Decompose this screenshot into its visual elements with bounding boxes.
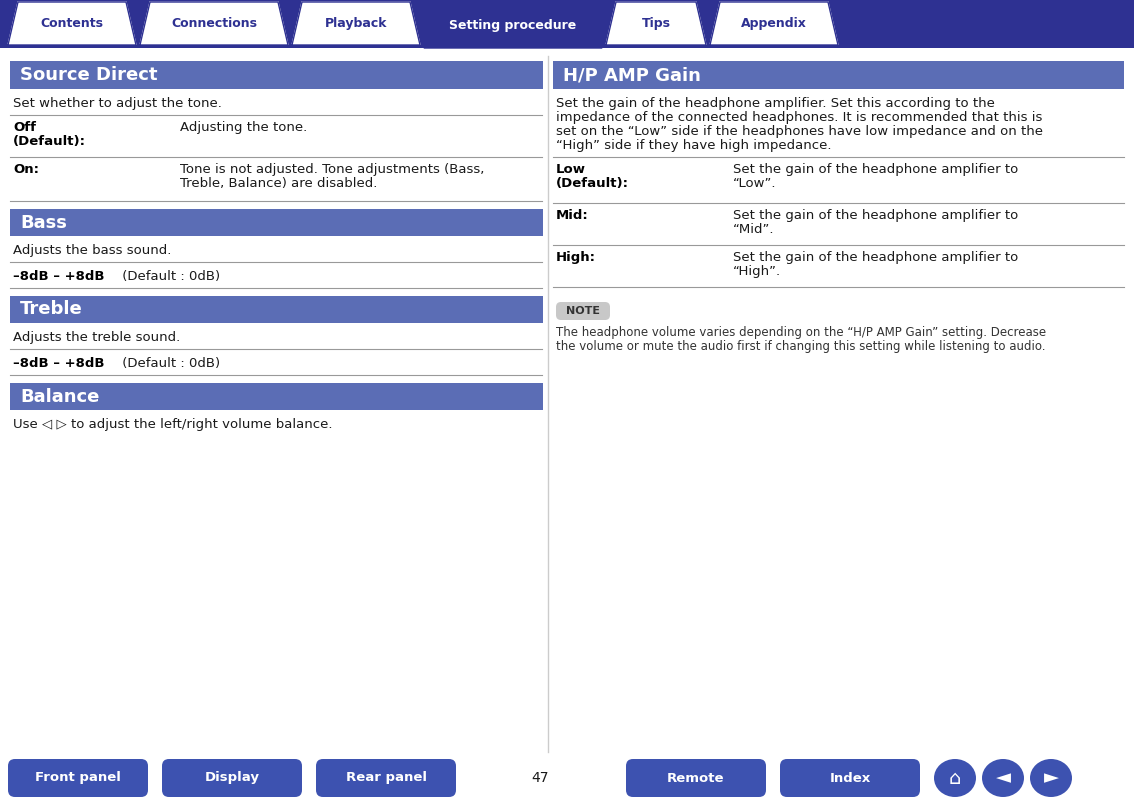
Text: Treble, Balance) are disabled.: Treble, Balance) are disabled. <box>180 177 378 190</box>
Text: H/P AMP Gain: H/P AMP Gain <box>562 66 701 84</box>
Text: Mid:: Mid: <box>556 209 589 222</box>
Text: “High” side if they have high impedance.: “High” side if they have high impedance. <box>556 139 831 152</box>
Text: Set the gain of the headphone amplifier to: Set the gain of the headphone amplifier … <box>733 251 1018 264</box>
Bar <box>10 61 543 89</box>
Text: Remote: Remote <box>667 771 725 784</box>
Polygon shape <box>139 2 288 45</box>
Text: Contents: Contents <box>41 17 103 30</box>
Text: ►: ► <box>1043 768 1058 788</box>
Text: Set the gain of the headphone amplifier. Set this according to the: Set the gain of the headphone amplifier.… <box>556 97 995 110</box>
Text: 47: 47 <box>531 771 549 785</box>
Text: “High”.: “High”. <box>733 265 781 278</box>
Text: Adjusts the treble sound.: Adjusts the treble sound. <box>12 331 180 344</box>
Text: Appendix: Appendix <box>741 17 807 30</box>
Text: Display: Display <box>204 771 260 784</box>
Text: Bass: Bass <box>20 214 67 232</box>
Text: the volume or mute the audio first if changing this setting while listening to a: the volume or mute the audio first if ch… <box>556 340 1046 353</box>
Text: Set whether to adjust the tone.: Set whether to adjust the tone. <box>12 97 222 110</box>
Text: Front panel: Front panel <box>35 771 121 784</box>
Text: Playback: Playback <box>324 17 387 30</box>
Text: On:: On: <box>12 163 39 176</box>
Text: Index: Index <box>829 771 871 784</box>
Text: Treble: Treble <box>20 300 83 319</box>
Ellipse shape <box>934 759 976 797</box>
Text: NOTE: NOTE <box>566 306 600 316</box>
Bar <box>553 61 1124 89</box>
Polygon shape <box>291 2 420 45</box>
Text: High:: High: <box>556 251 596 264</box>
Bar <box>10 296 543 323</box>
Polygon shape <box>8 2 136 45</box>
Polygon shape <box>424 2 602 48</box>
Bar <box>0 755 1134 801</box>
Text: Setting procedure: Setting procedure <box>449 19 576 31</box>
Text: impedance of the connected headphones. It is recommended that this is: impedance of the connected headphones. I… <box>556 111 1042 124</box>
Text: Use ◁ ▷ to adjust the left/right volume balance.: Use ◁ ▷ to adjust the left/right volume … <box>12 418 332 431</box>
FancyBboxPatch shape <box>626 759 765 797</box>
FancyBboxPatch shape <box>556 302 610 320</box>
Polygon shape <box>606 2 706 45</box>
Text: Rear panel: Rear panel <box>346 771 426 784</box>
FancyBboxPatch shape <box>316 759 456 797</box>
Text: (Default):: (Default): <box>556 177 629 190</box>
Text: ⌂: ⌂ <box>949 768 962 788</box>
Text: Low: Low <box>556 163 586 176</box>
Text: –8dB – +8dB: –8dB – +8dB <box>12 357 104 370</box>
Text: set on the “Low” side if the headphones have low impedance and on the: set on the “Low” side if the headphones … <box>556 125 1043 138</box>
Text: Off: Off <box>12 121 36 134</box>
Text: Set the gain of the headphone amplifier to: Set the gain of the headphone amplifier … <box>733 209 1018 222</box>
Ellipse shape <box>982 759 1024 797</box>
Polygon shape <box>710 2 838 45</box>
Text: Tips: Tips <box>642 17 670 30</box>
Bar <box>10 209 543 236</box>
Text: The headphone volume varies depending on the “H/P AMP Gain” setting. Decrease: The headphone volume varies depending on… <box>556 326 1047 339</box>
Text: Connections: Connections <box>171 17 257 30</box>
Text: “Mid”.: “Mid”. <box>733 223 775 236</box>
Text: –8dB – +8dB: –8dB – +8dB <box>12 270 104 283</box>
Text: Adjusting the tone.: Adjusting the tone. <box>180 122 307 135</box>
FancyBboxPatch shape <box>162 759 302 797</box>
Bar <box>0 0 1134 45</box>
Ellipse shape <box>1030 759 1072 797</box>
Text: “Low”.: “Low”. <box>733 177 777 190</box>
Text: Adjusts the bass sound.: Adjusts the bass sound. <box>12 244 171 257</box>
Text: Balance: Balance <box>20 387 100 405</box>
Text: (Default : 0dB): (Default : 0dB) <box>118 270 220 283</box>
FancyBboxPatch shape <box>780 759 920 797</box>
Text: ◄: ◄ <box>996 768 1010 788</box>
Text: Set the gain of the headphone amplifier to: Set the gain of the headphone amplifier … <box>733 163 1018 176</box>
Text: (Default : 0dB): (Default : 0dB) <box>118 357 220 370</box>
Text: Source Direct: Source Direct <box>20 66 158 84</box>
Bar <box>0 45 1134 48</box>
FancyBboxPatch shape <box>8 759 149 797</box>
Bar <box>10 383 543 410</box>
Text: (Default):: (Default): <box>12 135 86 148</box>
Text: Tone is not adjusted. Tone adjustments (Bass,: Tone is not adjusted. Tone adjustments (… <box>180 163 484 176</box>
